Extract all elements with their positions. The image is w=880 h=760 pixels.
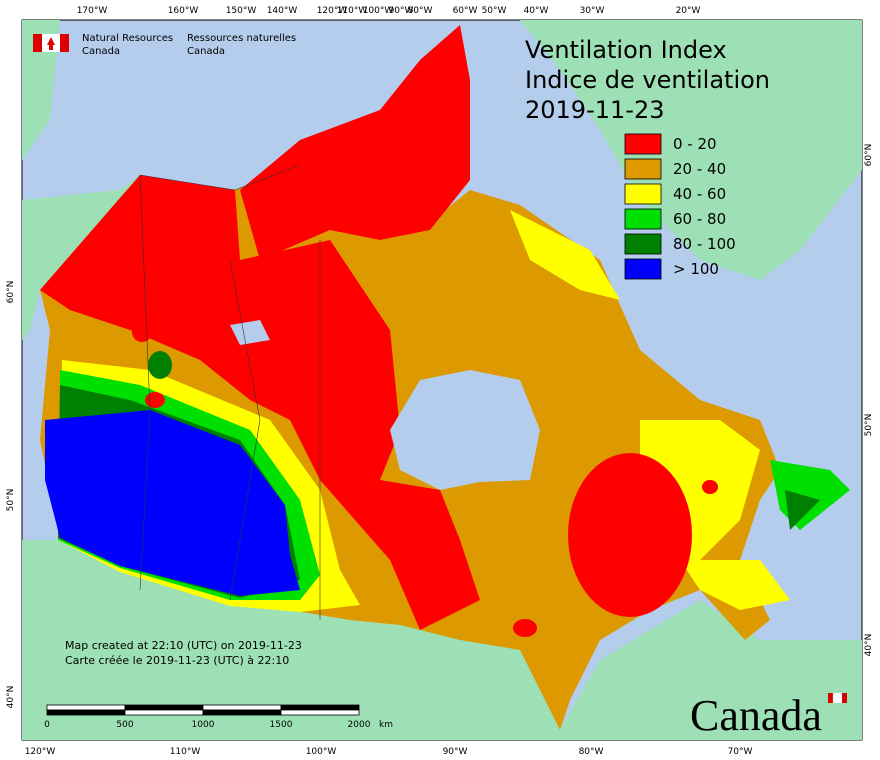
scale-unit: km (379, 720, 393, 730)
boundary (229, 259, 261, 601)
lake (230, 320, 270, 345)
longitude-label: 80°W (579, 747, 604, 757)
longitude-label: 30°W (580, 6, 605, 16)
wordmark-flag (842, 693, 847, 703)
scale-segment (202, 709, 282, 716)
region (680, 560, 790, 610)
region (45, 410, 300, 596)
latitude-label: 60°N (864, 144, 874, 167)
wordmark-flag (828, 693, 833, 703)
longitude-label: 20°W (676, 6, 701, 16)
region (702, 480, 718, 494)
footer: Map created at 22:10 (UTC) on 2019-11-23 (65, 639, 302, 652)
title: Ventilation Index (525, 36, 727, 64)
legend-swatch (624, 183, 662, 205)
legend-label: 20 - 40 (673, 160, 726, 178)
legend-label: > 100 (673, 260, 719, 278)
longitude-label: 120°W (25, 747, 56, 757)
greenland (520, 20, 862, 280)
region (132, 322, 152, 342)
scale-segment (46, 709, 126, 716)
title: Indice de ventilation (525, 66, 770, 94)
region (240, 25, 470, 260)
legend-swatch (624, 258, 662, 280)
latitude-label: 60°N (6, 281, 16, 304)
longitude-label: 160°W (168, 6, 199, 16)
longitude-label: 110°W (170, 747, 201, 757)
legend-label: 40 - 60 (673, 185, 726, 203)
longitude-label: 60°W (453, 6, 478, 16)
footer: Carte créée le 2019-11-23 (UTC) à 22:10 (65, 654, 289, 667)
region (148, 351, 172, 379)
scale-segment (124, 709, 204, 716)
region (510, 210, 620, 300)
flag-leaf (47, 37, 55, 50)
flag-bar (60, 34, 69, 52)
scale-segment (202, 704, 282, 711)
wordmark-flag (832, 692, 843, 704)
region (785, 490, 820, 530)
legend-swatch (624, 158, 662, 180)
hudson-bay (390, 370, 540, 490)
scale-segment (280, 709, 360, 716)
region (40, 175, 480, 630)
legend-swatch (624, 133, 662, 155)
scale-label: 2000 (348, 720, 371, 730)
siberia (22, 20, 60, 160)
region (145, 392, 165, 408)
scale-segment (280, 704, 360, 711)
longitude-label: 110°W (337, 6, 368, 16)
longitude-label: 80°W (408, 6, 433, 16)
legend-swatch (624, 233, 662, 255)
flag-bar (33, 34, 42, 52)
title: 2019-11-23 (525, 96, 664, 124)
legend-label: 60 - 80 (673, 210, 726, 228)
scale-label: 1500 (270, 720, 293, 730)
longitude-label: 90°W (443, 747, 468, 757)
longitude-label: 140°W (267, 6, 298, 16)
legend-label: 80 - 100 (673, 235, 736, 253)
boundary (139, 164, 301, 191)
longitude-label: 100°W (306, 747, 337, 757)
longitude-label: 150°W (226, 6, 257, 16)
agency-fr: Canada (187, 46, 225, 57)
legend-label: 0 - 20 (673, 135, 717, 153)
scale-label: 500 (116, 720, 133, 730)
latitude-label: 50°N (6, 489, 16, 512)
legend-swatch (624, 208, 662, 230)
longitude-label: 90°W (389, 6, 414, 16)
wordmark: Canada (690, 691, 822, 740)
scale-label: 1000 (192, 720, 215, 730)
scale-segment (124, 704, 204, 711)
scale-label: 0 (44, 720, 50, 730)
region (513, 619, 537, 637)
latitude-label: 40°N (6, 686, 16, 709)
latitude-label: 40°N (864, 634, 874, 657)
region (568, 453, 692, 617)
agency-fr: Ressources naturelles (187, 33, 296, 44)
longitude-label: 100°W (363, 6, 394, 16)
longitude-label: 40°W (524, 6, 549, 16)
longitude-label: 70°W (728, 747, 753, 757)
alaska (22, 175, 140, 340)
united-states (22, 540, 862, 740)
latitude-label: 50°N (864, 414, 874, 437)
agency-en: Natural Resources (82, 33, 173, 44)
longitude-label: 50°W (482, 6, 507, 16)
boundary (139, 174, 151, 591)
longitude-label: 120°W (317, 6, 348, 16)
scale-segment (46, 704, 126, 711)
longitude-label: 170°W (77, 6, 108, 16)
agency-en: Canada (82, 46, 120, 57)
